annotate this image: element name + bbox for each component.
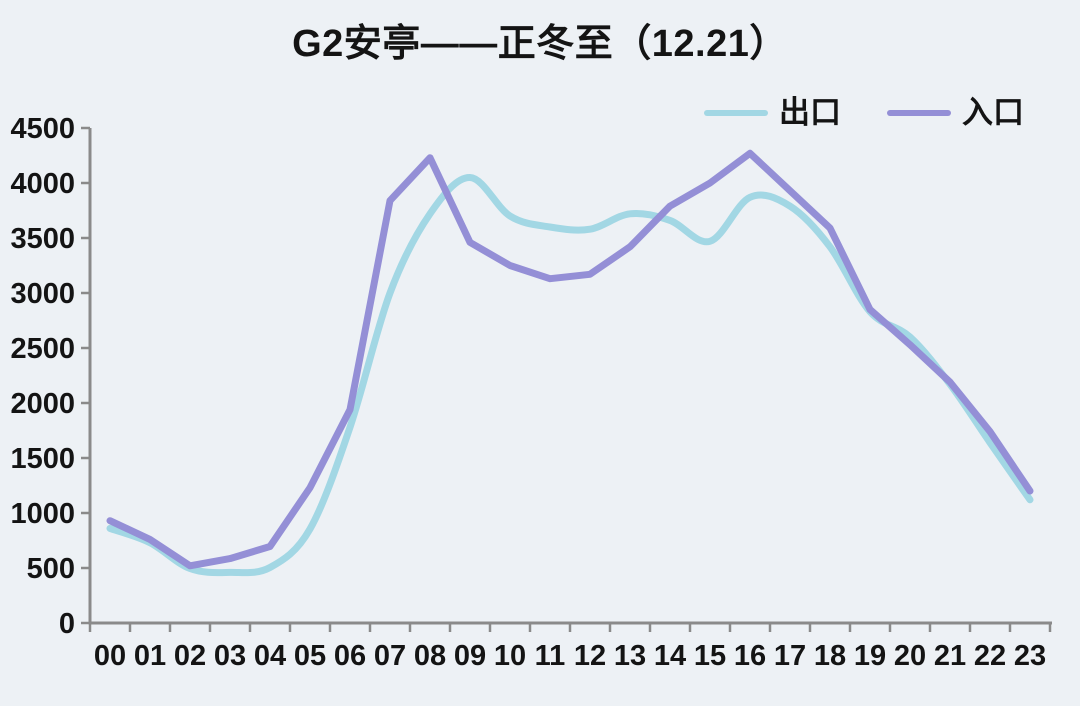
y-tick-label: 500: [27, 553, 75, 585]
chart-legend: 出口 入口: [704, 97, 1024, 128]
axes: [88, 128, 1052, 625]
y-tick-label: 3500: [10, 223, 75, 255]
y-tick-label: 1500: [10, 443, 75, 475]
chart-title: G2安亭——正冬至（12.21）: [292, 23, 788, 65]
y-tick-label: 4000: [10, 168, 75, 200]
legend-label: 入口: [962, 95, 1024, 130]
x-tick-label: 21: [934, 640, 966, 672]
legend-item-entrance: 入口: [887, 97, 1024, 128]
x-tick-label: 23: [1014, 640, 1046, 672]
x-tick-label: 15: [694, 640, 726, 672]
x-tick-label: 00: [94, 640, 126, 672]
legend-swatch-entrance: [887, 109, 951, 116]
x-tick-label: 04: [254, 640, 286, 672]
y-tick-label: 4500: [10, 113, 75, 145]
x-tick-label: 12: [574, 640, 606, 672]
legend-label: 出口: [779, 95, 841, 130]
x-tick-label: 08: [414, 640, 446, 672]
x-tick-label: 06: [334, 640, 366, 672]
x-tick-label: 03: [214, 640, 246, 672]
x-tick-label: 16: [734, 640, 766, 672]
y-tick-label: 3000: [10, 278, 75, 310]
series-exit-line: [106, 174, 1034, 577]
x-tick-label: 05: [294, 640, 326, 672]
series-entrance-line: [106, 149, 1034, 570]
y-tick-label: 0: [59, 608, 75, 640]
x-tick-label: 09: [454, 640, 486, 672]
x-tick-label: 02: [174, 640, 206, 672]
x-tick-label: 14: [654, 640, 686, 672]
x-tick-label: 13: [614, 640, 646, 672]
x-tick-label: 17: [774, 640, 806, 672]
x-tick-label: 20: [894, 640, 926, 672]
x-tick-label: 01: [134, 640, 166, 672]
y-tick-label: 2000: [10, 388, 75, 420]
y-tick-label: 2500: [10, 333, 75, 365]
legend-item-exit: 出口: [704, 97, 841, 128]
legend-swatch-exit: [704, 109, 768, 116]
x-tick-label: 11: [535, 640, 566, 672]
x-tick-label: 22: [974, 640, 1006, 672]
x-tick-label: 18: [814, 640, 846, 672]
y-tick-label: 1000: [10, 498, 75, 530]
x-tick-label: 10: [494, 640, 526, 672]
x-tick-label: 19: [854, 640, 886, 672]
x-tick-label: 07: [374, 640, 406, 672]
